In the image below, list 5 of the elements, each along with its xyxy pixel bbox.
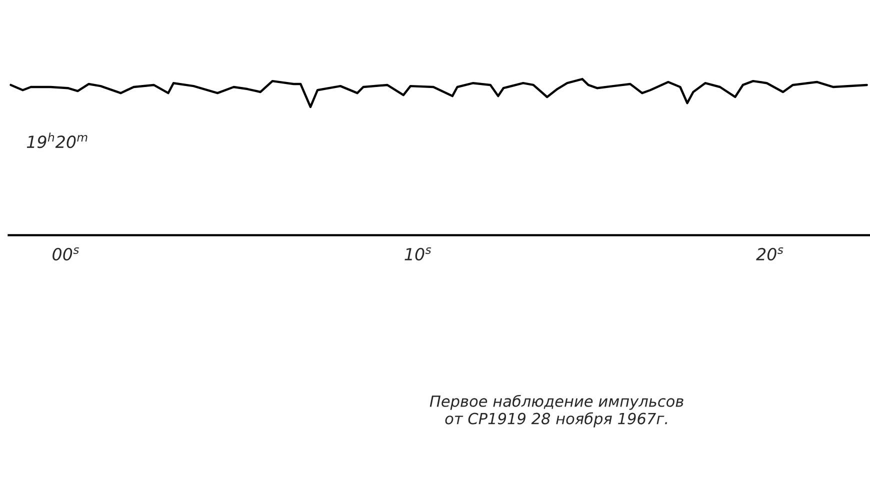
annotation: 19$^{h}$20$^{m}$ xyxy=(26,132,88,148)
text: Первое наблюдение импульсов от СР1919 28 ноября 1967г. xyxy=(430,394,684,428)
x-tick-label: 00$^{s}$ xyxy=(52,247,79,260)
x-tick-label: 20$^{s}$ xyxy=(756,247,784,260)
x-tick-label: 10$^{s}$ xyxy=(404,247,432,260)
